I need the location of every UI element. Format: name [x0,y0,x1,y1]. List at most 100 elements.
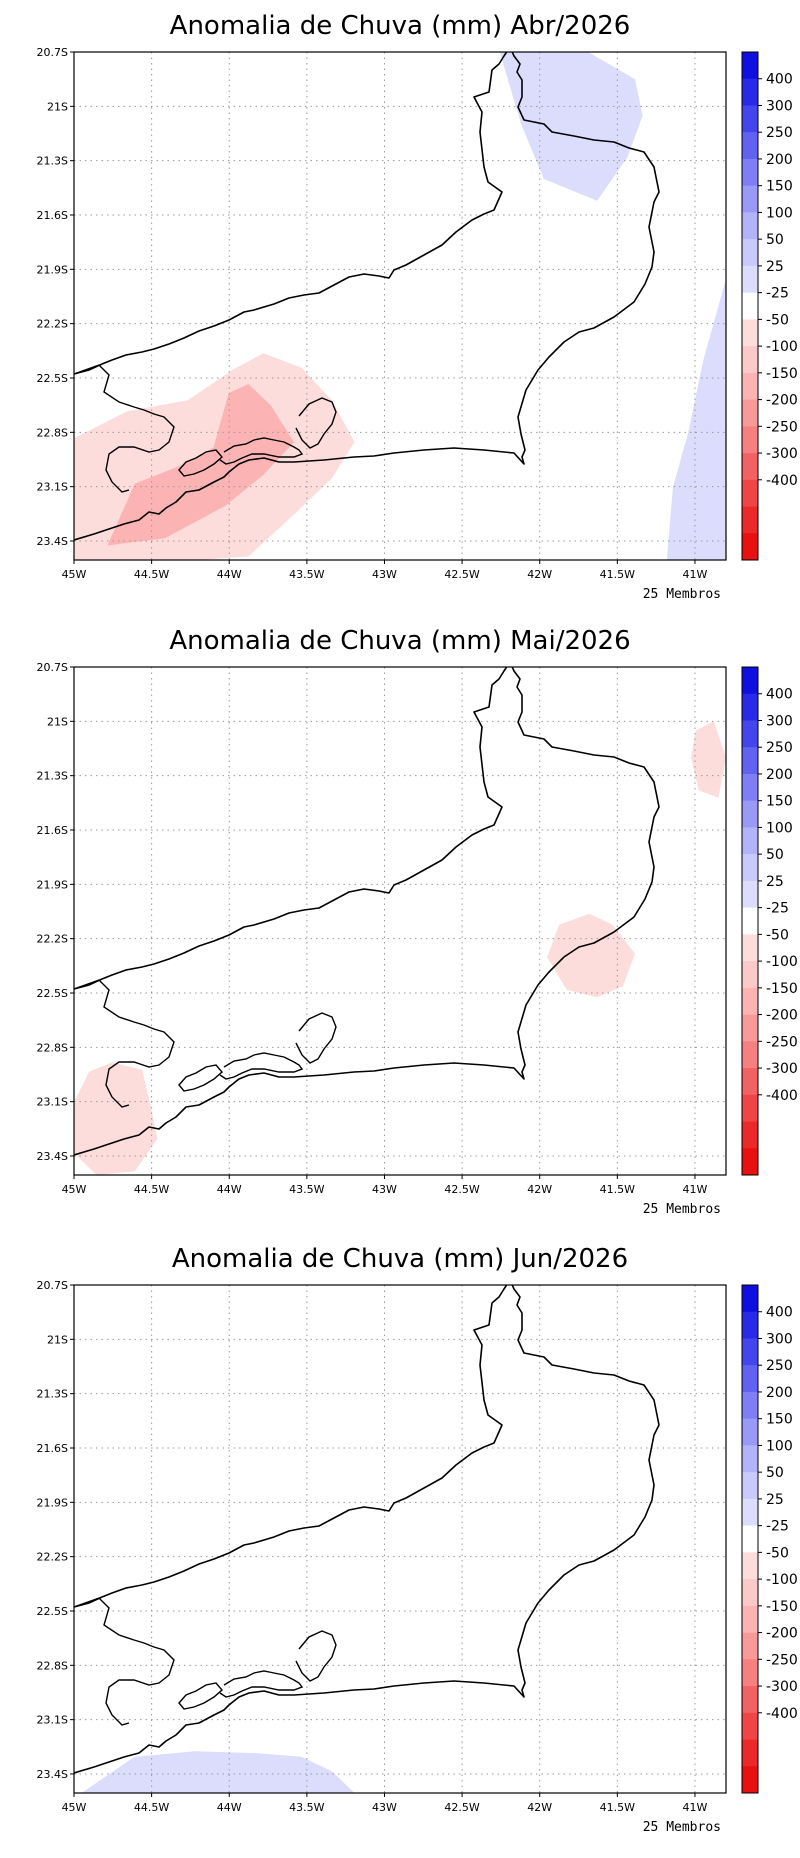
colorbar-label: -100 [766,1572,798,1588]
lon-tick-label: 43W [372,1183,397,1196]
colorbar-label: -50 [766,1545,789,1561]
members-label: 25 Membros [643,587,721,602]
colorbar-swatch [742,827,758,855]
colorbar-swatch [742,1418,758,1446]
colorbar-swatch [742,1632,758,1660]
map-panel-abr: Anomalia de Chuva (mm) Abr/2026 20.7S 21S 2… [37,11,798,602]
colorbar-label: 25 [766,1492,784,1508]
lon-tick-label: 43.5W [289,1801,324,1814]
lat-tick-label: 21.3S [37,1388,68,1401]
lat-tick-label: 21.3S [37,770,68,783]
guanabara-bay [295,1012,337,1064]
colorbar-label: 300 [766,98,793,114]
colorbar-label: 250 [766,740,793,756]
colorbar-swatch [742,1605,758,1633]
lat-tick-label: 22.2S [37,1551,68,1564]
lon-tick-label: 44.5W [134,568,169,581]
colorbar-swatch [742,399,758,427]
lat-tick-label: 22.5S [37,1605,68,1618]
lon-tick-label: 42W [527,1183,552,1196]
lat-tick-label: 20.7S [37,1279,68,1292]
colorbar-swatch [742,506,758,534]
colorbar-swatch [742,1712,758,1740]
inner-border [74,1597,175,1726]
colorbar: 400 300 250 200 150 100 50 25 -25 -50 -100 -150 -200… [741,666,798,1176]
colorbar-swatch [742,1445,758,1473]
inner-border [74,364,175,493]
colorbar-swatch [742,346,758,374]
colorbar-swatch [742,1472,758,1500]
members-label: 25 Membros [643,1820,721,1835]
lat-tick-label: 22.5S [37,987,68,1000]
anomaly-region [81,1751,355,1793]
anomaly-region [499,52,643,201]
coastline-bay [219,1670,304,1698]
members-label: 25 Membros [643,1202,721,1217]
colorbar-swatch [742,1285,758,1313]
colorbar-label: 250 [766,125,793,141]
colorbar-swatch [742,78,758,106]
lat-tick-label: 20.7S [37,46,68,59]
state-border [74,52,660,541]
colorbar-label: -150 [766,1599,798,1615]
lon-tick-label: 42.5W [444,1183,479,1196]
colorbar-label: -250 [766,419,798,435]
colorbar-swatch [742,52,758,80]
colorbar-swatch [742,1121,758,1149]
lat-tick-label: 21.9S [37,1496,68,1509]
colorbar-swatch [742,185,758,213]
colorbar-swatch [742,1391,758,1419]
colorbar-swatch [742,693,758,721]
colorbar-swatch [742,1041,758,1069]
lon-tick-label: 42W [527,1801,552,1814]
colorbar-swatch [742,1686,758,1714]
map-frame [73,1284,727,1794]
map-plot-area [74,1285,726,1793]
lat-tick-label: 23.4S [37,535,68,548]
colorbar-label: -400 [766,1706,798,1722]
guanabara-bay [295,397,337,449]
colorbar-label: 200 [766,152,793,168]
colorbar-swatch [742,453,758,481]
map-plot-area [74,667,726,1175]
colorbar: 400 300 250 200 150 100 50 25 -25 -50 -100 -150 -200… [741,51,798,561]
colorbar-swatch [742,907,758,935]
colorbar-label: 50 [766,232,784,248]
lat-tick-label: 22.8S [37,1041,68,1054]
colorbar-label: -250 [766,1652,798,1668]
colorbar-swatch [742,158,758,186]
lat-tick-label: 23.4S [37,1768,68,1781]
colorbar-label: 100 [766,820,793,836]
lat-tick-label: 22.8S [37,426,68,439]
map-title: Anomalia de Chuva (mm) Abr/2026 [170,11,631,41]
colorbar-label: -400 [766,473,798,489]
colorbar-swatch [742,720,758,748]
lat-tick-label: 23.4S [37,1150,68,1163]
state-border [74,1285,660,1774]
lon-tick-label: 41W [683,1801,708,1814]
colorbar-swatch [742,1148,758,1176]
lon-tick-label: 42.5W [444,1801,479,1814]
colorbar-swatch [742,1739,758,1767]
lat-tick-label: 21S [47,1333,68,1346]
lat-tick-label: 22.2S [37,933,68,946]
lon-tick-label: 42W [527,568,552,581]
lat-tick-label: 22.8S [37,1659,68,1672]
colorbar-swatch [742,1525,758,1553]
colorbar-swatch [742,105,758,133]
lat-tick-label: 22.5S [37,372,68,385]
colorbar-label: -250 [766,1034,798,1050]
island-outline [178,1064,223,1092]
colorbar-swatch [742,212,758,240]
lat-tick-label: 23.1S [37,481,68,494]
colorbar-swatch [742,239,758,267]
colorbar-swatch [742,1766,758,1794]
colorbar-label: -200 [766,393,798,409]
lon-tick-label: 44.5W [134,1183,169,1196]
colorbar-label: 150 [766,179,793,195]
lat-tick-label: 21.6S [37,824,68,837]
colorbar-swatch [742,1659,758,1687]
colorbar-swatch [742,1094,758,1122]
colorbar-label: 25 [766,259,784,275]
lon-tick-label: 44W [217,1183,242,1196]
